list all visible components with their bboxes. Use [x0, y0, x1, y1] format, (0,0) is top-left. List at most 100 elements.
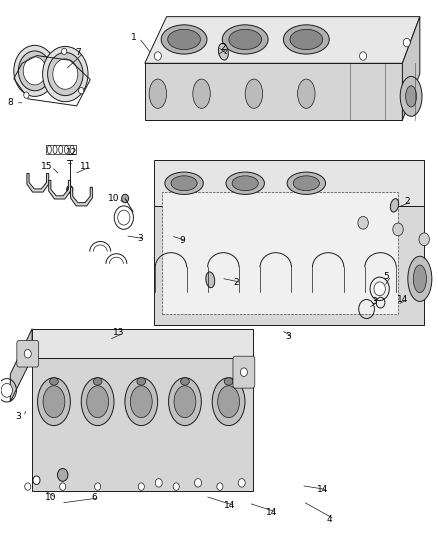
Ellipse shape [169, 378, 201, 425]
Ellipse shape [297, 79, 315, 108]
Polygon shape [403, 17, 420, 120]
Circle shape [393, 223, 403, 236]
Ellipse shape [161, 25, 207, 54]
Ellipse shape [171, 176, 197, 191]
Circle shape [62, 48, 67, 54]
Ellipse shape [38, 378, 71, 425]
Ellipse shape [125, 378, 158, 425]
Text: 13: 13 [113, 328, 124, 337]
Circle shape [57, 469, 68, 481]
Ellipse shape [87, 386, 109, 418]
Text: 3: 3 [138, 235, 143, 244]
Circle shape [360, 52, 367, 60]
Text: 15: 15 [41, 162, 52, 171]
Circle shape [95, 483, 101, 490]
Ellipse shape [93, 378, 102, 385]
Polygon shape [32, 358, 253, 491]
Circle shape [173, 483, 179, 490]
Polygon shape [49, 180, 71, 199]
Text: 2: 2 [404, 197, 410, 206]
Ellipse shape [293, 176, 319, 191]
Ellipse shape [224, 378, 233, 385]
Text: 14: 14 [397, 295, 408, 304]
Polygon shape [145, 63, 403, 120]
Circle shape [33, 476, 40, 484]
Text: 14: 14 [266, 507, 277, 516]
Text: 2: 2 [233, 278, 239, 287]
FancyBboxPatch shape [17, 341, 39, 367]
Text: 4: 4 [326, 514, 332, 523]
Circle shape [18, 51, 51, 91]
Ellipse shape [193, 79, 210, 108]
Ellipse shape [81, 378, 114, 425]
Ellipse shape [131, 386, 152, 418]
Text: 12: 12 [66, 148, 77, 157]
Ellipse shape [408, 256, 432, 302]
Polygon shape [27, 173, 49, 192]
Text: 10: 10 [45, 493, 57, 502]
Text: 1: 1 [131, 34, 137, 43]
Polygon shape [32, 329, 253, 358]
Text: 3: 3 [371, 296, 377, 305]
Circle shape [358, 216, 368, 229]
FancyBboxPatch shape [233, 356, 255, 388]
Polygon shape [11, 329, 32, 402]
FancyBboxPatch shape [162, 192, 398, 314]
Polygon shape [153, 206, 424, 325]
Ellipse shape [168, 29, 201, 50]
Ellipse shape [287, 172, 325, 195]
Text: 14: 14 [224, 501, 236, 510]
Circle shape [48, 52, 83, 95]
Circle shape [238, 479, 245, 487]
Circle shape [118, 210, 130, 225]
Circle shape [53, 59, 78, 89]
Ellipse shape [43, 386, 65, 418]
Ellipse shape [137, 378, 146, 385]
Ellipse shape [165, 172, 203, 195]
Polygon shape [145, 17, 420, 63]
Text: 11: 11 [80, 162, 92, 171]
Ellipse shape [218, 386, 240, 418]
Circle shape [1, 383, 12, 397]
Polygon shape [71, 187, 92, 206]
Circle shape [217, 483, 223, 490]
Ellipse shape [390, 199, 399, 212]
Circle shape [194, 479, 201, 487]
Ellipse shape [219, 43, 228, 60]
Ellipse shape [149, 79, 166, 108]
Circle shape [78, 87, 84, 94]
Circle shape [155, 479, 162, 487]
Text: 3: 3 [15, 412, 21, 421]
Ellipse shape [290, 29, 323, 50]
Circle shape [14, 45, 56, 96]
Ellipse shape [49, 378, 58, 385]
Circle shape [60, 483, 66, 490]
Text: 9: 9 [179, 237, 185, 246]
Text: 3: 3 [285, 332, 291, 341]
Ellipse shape [413, 265, 426, 293]
Text: 7: 7 [75, 49, 81, 57]
Circle shape [42, 46, 88, 102]
Text: 6: 6 [92, 493, 97, 502]
Circle shape [67, 185, 73, 193]
Ellipse shape [180, 378, 189, 385]
Circle shape [154, 52, 161, 60]
Circle shape [24, 350, 31, 358]
Circle shape [240, 368, 247, 376]
Circle shape [374, 282, 385, 296]
Circle shape [138, 483, 145, 490]
Ellipse shape [222, 25, 268, 54]
Ellipse shape [232, 176, 258, 191]
Circle shape [122, 194, 129, 203]
Circle shape [419, 233, 429, 246]
Circle shape [23, 57, 46, 85]
Text: 10: 10 [108, 194, 119, 203]
Circle shape [25, 483, 31, 490]
Ellipse shape [283, 25, 329, 54]
Text: 8: 8 [7, 98, 13, 107]
Circle shape [403, 38, 410, 47]
Ellipse shape [245, 79, 263, 108]
Ellipse shape [226, 172, 265, 195]
Ellipse shape [174, 386, 196, 418]
Ellipse shape [212, 378, 245, 425]
